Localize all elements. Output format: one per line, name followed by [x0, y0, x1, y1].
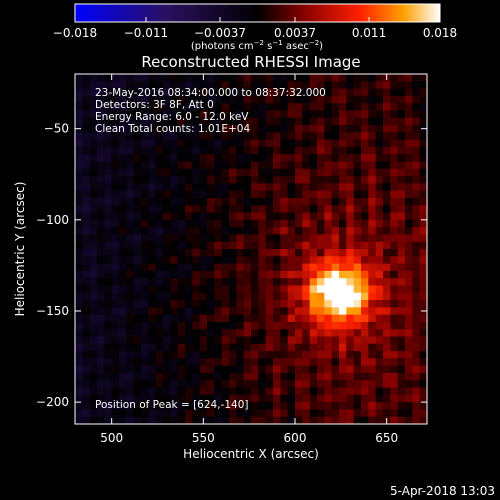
x-tick-label: 550: [192, 431, 215, 445]
plot-frame: [74, 73, 428, 425]
colorbar-tick-label: −0.0037: [194, 26, 246, 40]
colorbar-tick-label: 0.0037: [274, 26, 316, 40]
y-tick-label: −150: [36, 304, 69, 318]
info-line: 23-May-2016 08:34:00.000 to 08:37:32.000: [95, 87, 326, 99]
chart-title: Reconstructed RHESSI Image: [141, 53, 360, 71]
y-axis-ticks: −50 −100 −150 −200: [36, 122, 427, 409]
x-tick-label: 650: [375, 431, 398, 445]
timestamp: 5-Apr-2018 13:03: [390, 484, 495, 498]
x-tick-label: 600: [284, 431, 307, 445]
colorbar-tick-label: −0.018: [53, 26, 97, 40]
heatmap-image: [75, 74, 427, 424]
y-tick-label: −50: [44, 122, 69, 136]
x-tick-label: 500: [100, 431, 123, 445]
peak-position-text: Position of Peak = [624,-140]: [95, 399, 249, 411]
x-axis-ticks: 500 550 600 650: [100, 74, 398, 445]
colorbar-tick-label: −0.011: [124, 26, 168, 40]
colorbar-unit-label: (photons cm−2 s−1 asec−2): [191, 39, 323, 52]
y-axis-label: Heliocentric Y (arcsec): [13, 182, 27, 317]
info-line: Energy Range: 6.0 - 12.0 keV: [95, 111, 249, 123]
colorbar-tick-label: 0.018: [423, 26, 457, 40]
info-line: Detectors: 3F 8F, Att 0: [95, 99, 214, 111]
x-axis-label: Heliocentric X (arcsec): [183, 447, 319, 461]
info-line: Clean Total counts: 1.01E+04: [95, 123, 250, 135]
y-tick-label: −200: [36, 395, 69, 409]
colorbar-tick-label: 0.011: [352, 26, 386, 40]
y-tick-label: −100: [36, 213, 69, 227]
colorbar-ticks: −0.018 −0.011 −0.0037 0.0037 0.011 0.018: [53, 17, 457, 40]
colorbar: [74, 3, 441, 23]
observation-info: 23-May-2016 08:34:00.000 to 08:37:32.000…: [95, 87, 326, 135]
